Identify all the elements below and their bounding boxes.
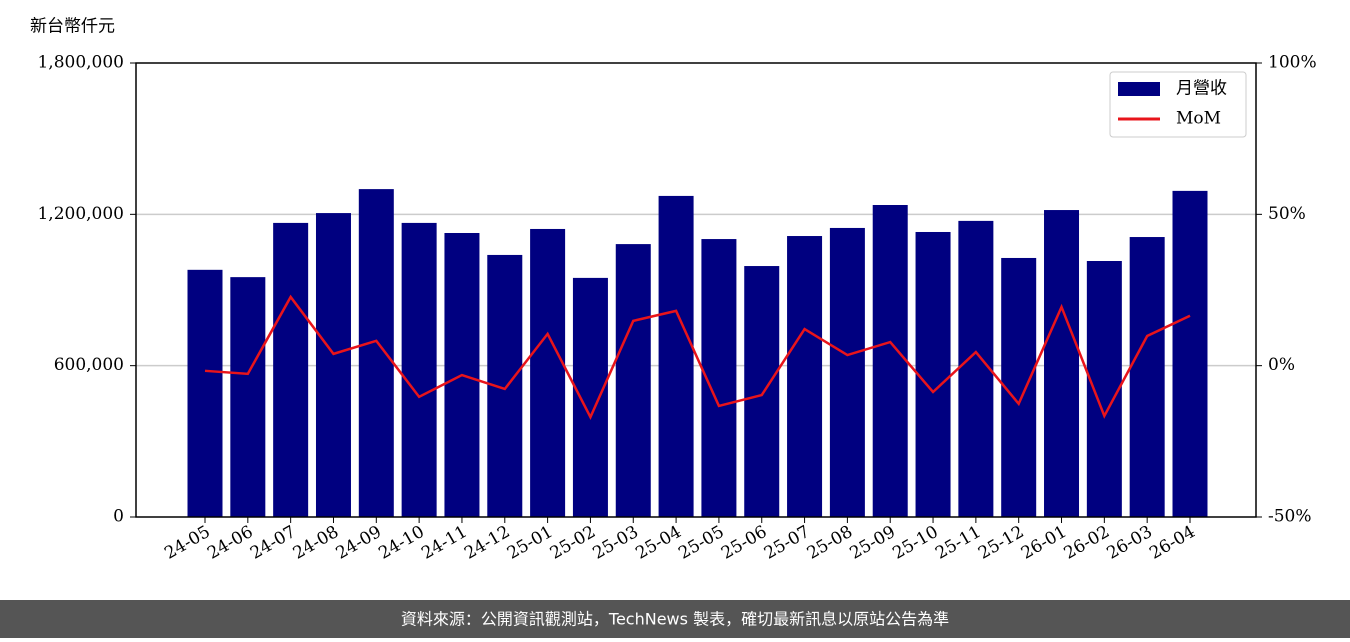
bar	[315, 213, 351, 518]
x-tick-label: 25-04	[632, 522, 684, 564]
bar	[358, 189, 394, 517]
y2-tick-label: -50%	[1268, 507, 1312, 527]
bar	[230, 277, 266, 517]
bar	[401, 222, 437, 518]
legend-label: MoM	[1176, 109, 1221, 129]
bar	[1086, 260, 1122, 517]
x-tick-label: 24-08	[290, 522, 342, 564]
y2-tick-label: 100%	[1268, 53, 1317, 73]
plot-frame	[135, 62, 1257, 518]
x-tick-label: 25-02	[547, 522, 599, 564]
x-tick-label: 25-12	[975, 522, 1027, 564]
bar	[530, 228, 566, 517]
bar	[273, 222, 309, 518]
y2-tick-label: 0%	[1268, 355, 1295, 375]
x-tick-label: 24-11	[418, 522, 470, 564]
bar	[1129, 237, 1165, 518]
x-tick-label: 24-12	[461, 522, 513, 564]
y-tick-label: 1,800,000	[37, 53, 124, 73]
footer-text: 資料來源：公開資訊觀測站，TechNews 製表，確切最新訊息以原站公告為準	[401, 610, 949, 629]
y-tick-label: 600,000	[54, 355, 124, 375]
footer-bar	[0, 600, 1350, 638]
bar	[1172, 190, 1208, 518]
legend-swatch	[1118, 82, 1160, 96]
bar	[187, 269, 223, 517]
bar	[787, 236, 823, 517]
x-tick-label: 25-03	[590, 522, 642, 564]
bar	[915, 231, 951, 517]
y-axis-label: 新台幣仟元	[30, 17, 115, 37]
x-tick-label: 24-07	[247, 522, 299, 564]
x-tick-label: 26-03	[1103, 522, 1155, 564]
y-tick-label: 1,200,000	[37, 204, 124, 224]
bar	[572, 277, 608, 517]
bar	[958, 220, 994, 517]
legend-label: 月營收	[1176, 79, 1227, 99]
x-tick-label: 25-08	[804, 522, 856, 564]
x-tick-label: 24-10	[375, 522, 427, 564]
bar	[829, 227, 865, 517]
x-tick-label: 24-05	[161, 522, 213, 564]
x-tick-label: 25-09	[847, 522, 899, 564]
bar	[1044, 210, 1080, 517]
bar	[744, 266, 780, 517]
x-tick-label: 25-05	[675, 522, 727, 564]
bar	[658, 195, 694, 517]
x-tick-label: 26-04	[1146, 522, 1198, 564]
x-tick-label: 26-01	[1018, 522, 1070, 564]
x-tick-label: 26-02	[1061, 522, 1113, 564]
x-tick-label: 24-09	[333, 522, 385, 564]
x-tick-label: 24-06	[204, 522, 256, 564]
x-tick-label: 25-06	[718, 522, 770, 564]
bar	[615, 244, 651, 517]
bar	[872, 205, 908, 518]
line	[204, 294, 1191, 421]
x-tick-label: 25-01	[504, 522, 556, 564]
x-tick-label: 25-11	[932, 522, 984, 564]
y-tick-label: 0	[113, 507, 124, 527]
bar	[1001, 257, 1037, 517]
x-tick-label: 25-07	[761, 522, 813, 564]
y2-tick-label: 50%	[1268, 204, 1306, 224]
x-tick-label: 25-10	[889, 522, 941, 564]
